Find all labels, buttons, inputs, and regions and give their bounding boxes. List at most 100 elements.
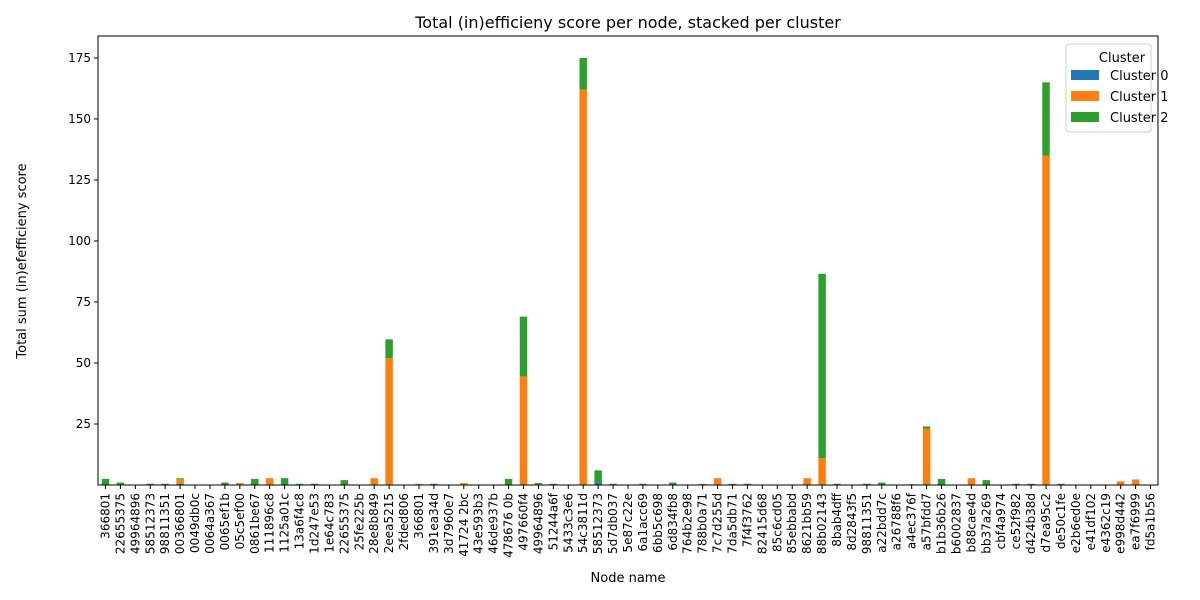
x-tick-label: 2eea5215 xyxy=(382,493,396,553)
bar-cluster-1-18 xyxy=(370,478,378,485)
legend-swatch-0 xyxy=(1071,70,1099,80)
bar-cluster-2-13 xyxy=(295,483,304,485)
bar-cluster-1-40 xyxy=(698,483,707,485)
x-tick-label: 366801 xyxy=(412,493,426,539)
x-tick-label: 22655375 xyxy=(337,493,351,554)
x-tick-label: 46de937b xyxy=(487,493,501,554)
bar-cluster-2-59 xyxy=(982,480,991,485)
x-tick-label: a22bdd7c xyxy=(875,493,889,553)
bar-cluster-2-29 xyxy=(534,483,543,485)
bar-cluster-2-48 xyxy=(818,273,826,459)
x-tick-label: 8621bb59 xyxy=(800,493,814,554)
bar-cluster-2-12 xyxy=(280,478,289,485)
x-tick-label: 366801 xyxy=(98,493,112,539)
plot-frame xyxy=(97,35,1159,486)
bar-cluster-2-3 xyxy=(146,483,154,485)
chart-title: Total (in)efficieny score per node, stac… xyxy=(414,13,841,32)
x-tick-label: 5e87c22e xyxy=(621,493,635,553)
x-tick-label: b1b36b26 xyxy=(935,493,949,554)
x-tick-label: cbf4a974 xyxy=(994,493,1008,549)
x-tick-label: a4ec376f xyxy=(905,492,919,549)
bar-cluster-2-63 xyxy=(1042,82,1050,156)
x-tick-label: 111896c8 xyxy=(263,493,277,553)
x-axis: 366801 22655375 49964896 58512373 98811351 00… xyxy=(98,485,1158,558)
bar-cluster-1-63 xyxy=(1042,155,1050,485)
y-tick-label: 100 xyxy=(68,234,91,248)
x-tick-label: 7c7d255d xyxy=(711,493,725,553)
bar-cluster-1-5 xyxy=(176,478,184,484)
x-tick-label: 41724 2bc xyxy=(457,493,471,557)
bar-cluster-1-68 xyxy=(1116,481,1125,485)
x-tick-label: 22655375 xyxy=(113,493,127,554)
bar-cluster-1-47 xyxy=(803,478,811,485)
bar-cluster-2-1 xyxy=(116,482,125,485)
bar-cluster-1-69 xyxy=(1131,479,1140,485)
x-tick-label: 13a6f4c8 xyxy=(293,493,307,549)
legend-label-2: Cluster 2 xyxy=(1110,111,1169,126)
x-tick-label: ce52f982 xyxy=(1009,493,1023,549)
bar-cluster-1-55 xyxy=(922,428,931,486)
x-tick-label: 2fded806 xyxy=(397,493,411,550)
x-tick-label: de50c1fe xyxy=(1054,493,1068,549)
x-axis-label: Node name xyxy=(591,571,666,586)
x-tick-label: 788b0a71 xyxy=(696,493,710,554)
y-axis: 25 50 75 100 125 150 175 xyxy=(68,51,98,431)
x-tick-label: 00366801 xyxy=(173,493,187,554)
x-tick-label: 28e8b849 xyxy=(367,493,381,554)
x-tick-label: 98811351 xyxy=(860,493,874,554)
bar-cluster-2-62 xyxy=(1027,483,1035,485)
bar-cluster-2-56 xyxy=(937,478,946,485)
legend-title: Cluster xyxy=(1099,51,1146,66)
x-tick-label: 6a1acc69 xyxy=(636,493,650,551)
bar-cluster-2-30 xyxy=(549,483,558,485)
x-tick-label: 85ebbabd xyxy=(785,493,799,553)
legend: Cluster Cluster 0 Cluster 1 Cluster 2 xyxy=(1065,43,1169,133)
legend-label-0: Cluster 0 xyxy=(1110,69,1169,84)
bar-cluster-1-48 xyxy=(818,458,826,485)
bar-cluster-1-11 xyxy=(265,478,274,485)
bar-cluster-2-22 xyxy=(430,483,438,485)
bar-cluster-2-43 xyxy=(743,483,752,485)
x-tick-label: e998d442 xyxy=(1114,493,1128,554)
x-tick-label: ea7f6999 xyxy=(1129,493,1143,550)
x-tick-label: 1125a01c xyxy=(278,493,292,553)
bar-cluster-2-28 xyxy=(519,316,528,377)
y-tick-label: 175 xyxy=(68,51,91,65)
x-tick-label: 0065ef1b xyxy=(218,493,232,550)
x-tick-label: 5433c3e6 xyxy=(561,493,575,553)
legend-swatch-1 xyxy=(1071,91,1099,101)
bars-group xyxy=(101,57,1140,486)
bar-cluster-1-32 xyxy=(579,89,587,486)
bar-cluster-2-10 xyxy=(251,478,259,485)
x-tick-label: b88cae4d xyxy=(964,493,978,552)
x-tick-label: 8d2843f5 xyxy=(845,493,859,551)
x-tick-label: d7ea95c2 xyxy=(1039,493,1053,553)
x-tick-label: 05c5ef00 xyxy=(233,493,247,549)
x-tick-label: 1e64c783 xyxy=(322,493,336,553)
x-tick-label: 1d247e53 xyxy=(307,493,321,554)
x-tick-label: b6002837 xyxy=(949,493,963,554)
x-tick-label: 49964896 xyxy=(531,493,545,554)
x-tick-label: bb37a269 xyxy=(979,493,993,554)
bar-cluster-1-9 xyxy=(236,483,244,485)
bar-cluster-0-5 xyxy=(176,483,184,485)
bar-cluster-2-36 xyxy=(639,483,647,485)
bar-cluster-2-5 xyxy=(176,478,184,479)
x-tick-label: 7f4f3762 xyxy=(740,493,754,547)
x-tick-label: 764b2e98 xyxy=(681,493,695,554)
bar-cluster-2-61 xyxy=(1012,483,1020,485)
legend-swatch-2 xyxy=(1071,112,1099,122)
bar-cluster-2-64 xyxy=(1057,483,1065,485)
bar-cluster-2-4 xyxy=(161,483,169,485)
bar-cluster-0-51 xyxy=(863,483,871,485)
x-tick-label: 51244a6f xyxy=(546,492,560,550)
bar-cluster-2-38 xyxy=(669,482,677,485)
x-tick-label: 43e593b3 xyxy=(472,493,486,554)
bar-cluster-2-33 xyxy=(594,470,602,483)
bar-cluster-2-49 xyxy=(833,483,841,485)
x-tick-label: 3d7960e7 xyxy=(442,493,456,554)
x-tick-label: 25fe225b xyxy=(352,493,366,550)
bar-cluster-2-8 xyxy=(221,482,229,485)
bar-cluster-1-19 xyxy=(385,358,393,485)
bar-cluster-2-27 xyxy=(504,478,513,485)
